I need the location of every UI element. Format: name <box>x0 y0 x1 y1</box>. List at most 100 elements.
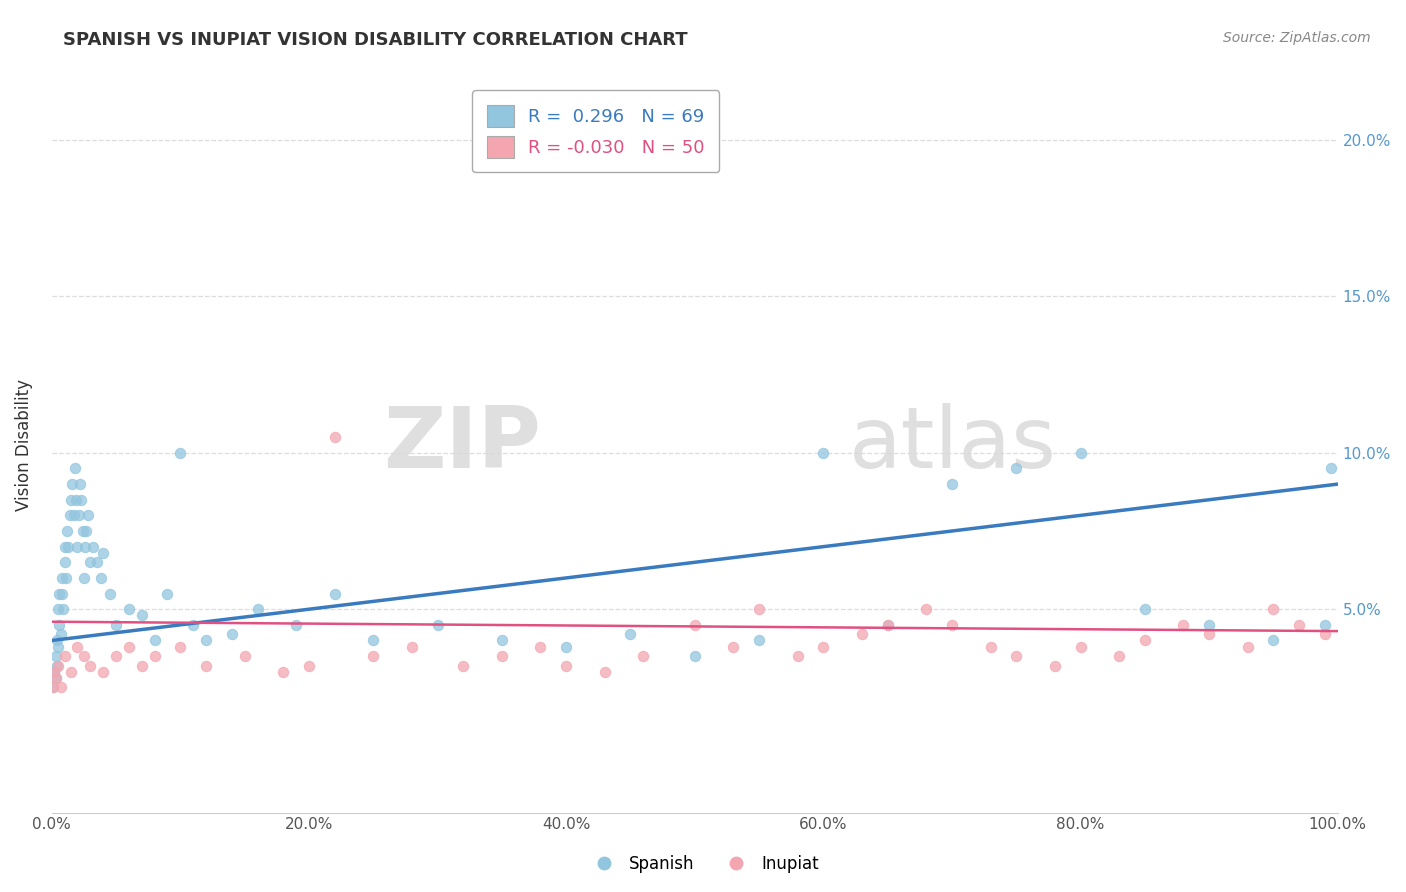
Text: Source: ZipAtlas.com: Source: ZipAtlas.com <box>1223 31 1371 45</box>
Point <box>69 477 91 491</box>
Point <box>683 618 706 632</box>
Point <box>66 540 89 554</box>
Point <box>86 555 108 569</box>
Point <box>45 671 67 685</box>
Point <box>82 540 104 554</box>
Point <box>79 658 101 673</box>
Point <box>401 640 423 654</box>
Legend: R =  0.296   N = 69, R = -0.030   N = 50: R = 0.296 N = 69, R = -0.030 N = 50 <box>472 90 720 172</box>
Point <box>62 508 84 523</box>
Point <box>491 649 513 664</box>
Point <box>53 555 76 569</box>
Point <box>65 492 87 507</box>
Point <box>1005 649 1028 664</box>
Point <box>45 649 67 664</box>
Point <box>1108 649 1130 664</box>
Point <box>181 618 204 632</box>
Point <box>633 649 655 664</box>
Point <box>90 571 112 585</box>
Point <box>851 627 873 641</box>
Point <box>246 602 269 616</box>
Point <box>76 508 98 523</box>
Point <box>221 627 243 641</box>
Point <box>156 586 179 600</box>
Point <box>131 608 153 623</box>
Point <box>813 640 835 654</box>
Point <box>169 446 191 460</box>
Point <box>361 633 384 648</box>
Point <box>1070 446 1092 460</box>
Point <box>46 658 69 673</box>
Point <box>46 602 69 616</box>
Point <box>58 540 80 554</box>
Point <box>1133 602 1156 616</box>
Text: atlas: atlas <box>849 403 1057 486</box>
Point <box>60 477 83 491</box>
Point <box>49 681 72 695</box>
Point <box>451 658 474 673</box>
Point <box>42 681 65 695</box>
Point <box>48 618 70 632</box>
Point <box>45 658 67 673</box>
Text: SPANISH VS INUPIAT VISION DISABILITY CORRELATION CHART: SPANISH VS INUPIAT VISION DISABILITY COR… <box>63 31 688 49</box>
Point <box>76 524 98 538</box>
Y-axis label: Vision Disability: Vision Disability <box>15 379 32 511</box>
Point <box>786 649 808 664</box>
Point <box>323 586 346 600</box>
Point <box>323 430 346 444</box>
Point <box>72 524 94 538</box>
Point <box>75 540 97 554</box>
Point <box>491 633 513 648</box>
Point <box>60 665 83 679</box>
Point <box>49 627 72 641</box>
Point <box>915 602 938 616</box>
Legend: Spanish, Inupiat: Spanish, Inupiat <box>581 848 825 880</box>
Point <box>1198 618 1220 632</box>
Point <box>70 492 93 507</box>
Point <box>91 665 114 679</box>
Point <box>619 627 641 641</box>
Point <box>51 571 73 585</box>
Point <box>723 640 745 654</box>
Point <box>46 640 69 654</box>
Point <box>52 602 75 616</box>
Point <box>169 640 191 654</box>
Point <box>1070 640 1092 654</box>
Point <box>1133 633 1156 648</box>
Point <box>980 640 1002 654</box>
Point <box>271 665 294 679</box>
Point <box>555 640 578 654</box>
Point <box>53 540 76 554</box>
Point <box>131 658 153 673</box>
Point <box>941 618 963 632</box>
Point <box>285 618 308 632</box>
Point <box>67 508 90 523</box>
Point <box>51 586 73 600</box>
Point <box>426 618 449 632</box>
Point <box>361 649 384 664</box>
Point <box>876 618 898 632</box>
Point <box>143 633 166 648</box>
Point <box>748 602 770 616</box>
Point <box>1198 627 1220 641</box>
Point <box>1005 461 1028 475</box>
Point <box>98 586 121 600</box>
Point <box>555 658 578 673</box>
Point <box>73 649 96 664</box>
Point <box>48 586 70 600</box>
Point <box>45 671 67 685</box>
Point <box>1263 633 1285 648</box>
Point <box>60 492 83 507</box>
Point <box>1043 658 1066 673</box>
Point <box>79 555 101 569</box>
Point <box>105 618 128 632</box>
Point <box>195 658 218 673</box>
Point <box>1288 618 1310 632</box>
Point <box>143 649 166 664</box>
Point <box>233 649 256 664</box>
Point <box>44 665 66 679</box>
Point <box>195 633 218 648</box>
Point <box>813 446 835 460</box>
Point <box>42 681 65 695</box>
Point <box>748 633 770 648</box>
